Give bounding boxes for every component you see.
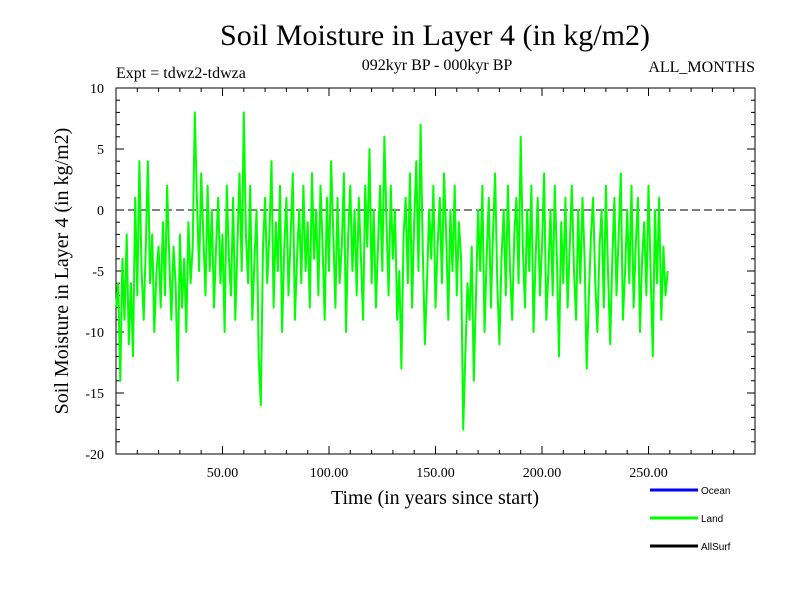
x-tick-label: 100.00 bbox=[310, 466, 349, 481]
legend-label-ocean: Ocean bbox=[701, 486, 730, 497]
legend-label-allsurf: AllSurf bbox=[701, 542, 731, 553]
months-label: ALL_MONTHS bbox=[648, 59, 755, 76]
legend: Ocean Land AllSurf bbox=[650, 486, 731, 553]
y-axis-label: Soil Moisture in Layer 4 (in kg/m2) bbox=[51, 128, 73, 415]
y-tick-label: -20 bbox=[85, 448, 104, 463]
y-tick-label: -10 bbox=[85, 326, 104, 341]
x-tick-labels: 50.00 100.00 150.00 200.00 250.00 bbox=[207, 466, 668, 481]
experiment-label: Expt = tdwz2-tdwza bbox=[116, 65, 246, 82]
x-axis-label: Time (in years since start) bbox=[331, 487, 539, 509]
y-tick-label: 10 bbox=[90, 82, 104, 97]
y-tick-label: 0 bbox=[97, 204, 104, 219]
series-layer bbox=[115, 111, 669, 431]
series-line-land bbox=[115, 111, 669, 431]
y-tick-label: -15 bbox=[85, 387, 104, 402]
x-tick-label: 50.00 bbox=[207, 466, 239, 481]
y-tick-label: 5 bbox=[97, 143, 104, 158]
period-label: 092kyr BP - 000kyr BP bbox=[362, 57, 513, 74]
y-tick-label: -5 bbox=[92, 265, 104, 280]
chart-title: Soil Moisture in Layer 4 (in kg/m2) bbox=[220, 19, 650, 52]
x-tick-label: 200.00 bbox=[523, 466, 562, 481]
legend-label-land: Land bbox=[701, 514, 723, 525]
x-tick-label: 150.00 bbox=[416, 466, 455, 481]
x-tick-label: 250.00 bbox=[629, 466, 668, 481]
y-tick-labels: -20 -15 -10 -5 0 5 10 bbox=[85, 82, 104, 463]
